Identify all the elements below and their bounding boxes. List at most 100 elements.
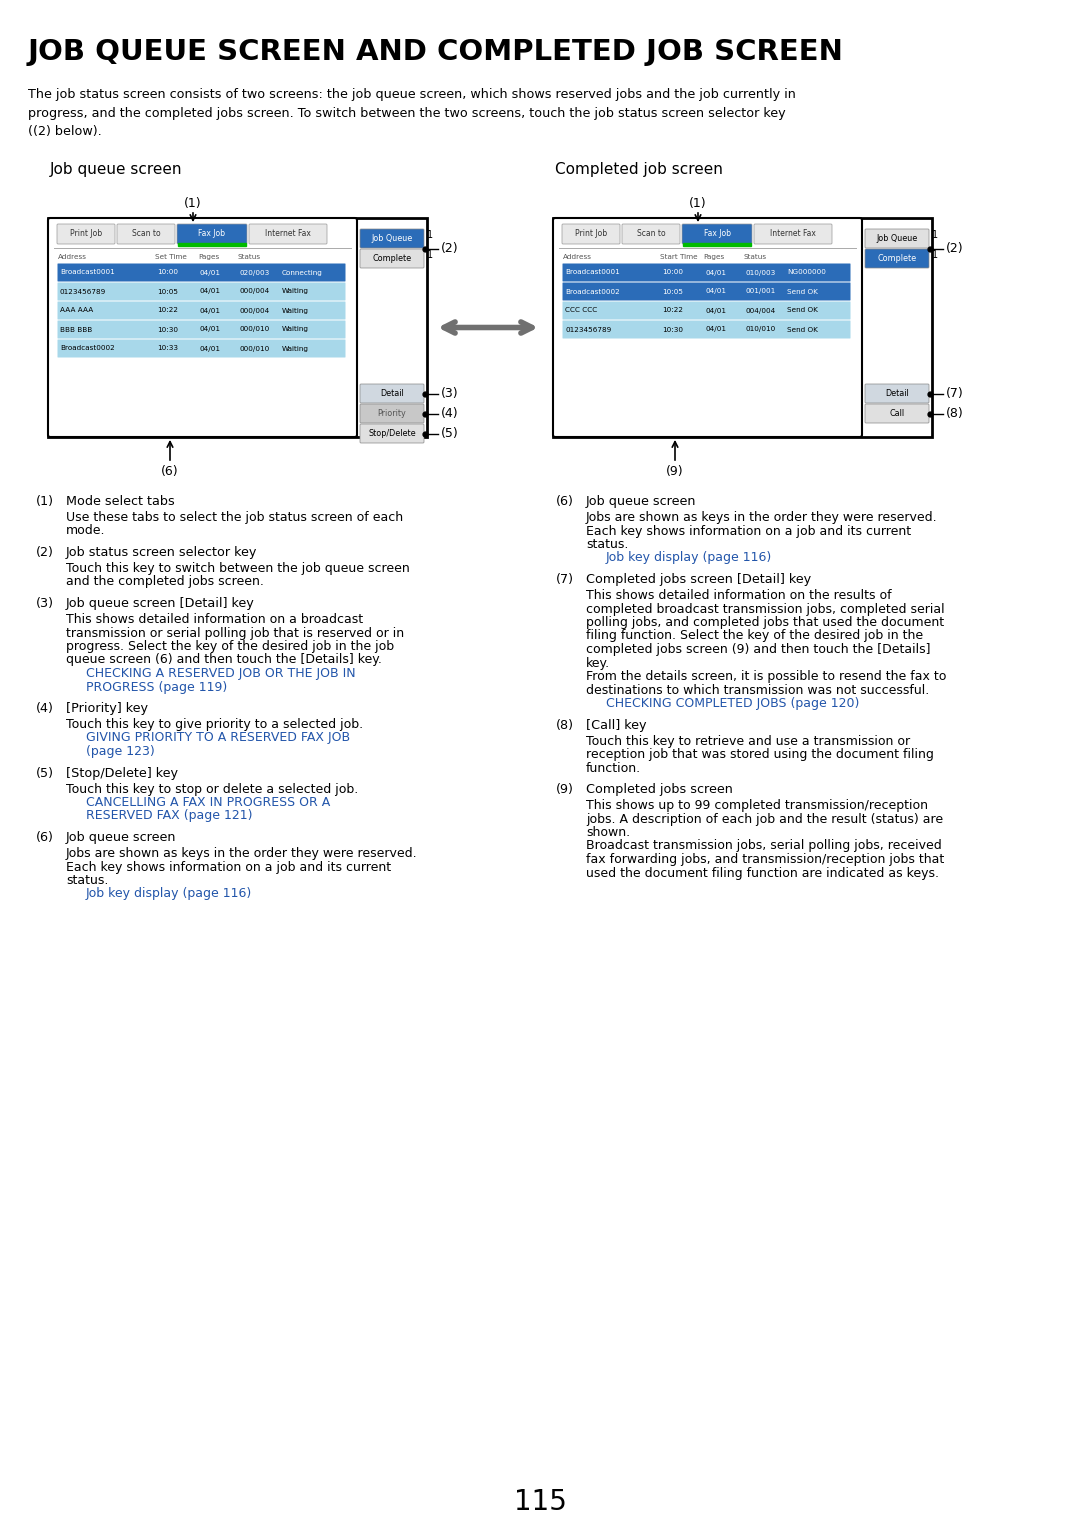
Text: transmission or serial polling job that is reserved or in: transmission or serial polling job that … (66, 626, 404, 640)
FancyBboxPatch shape (48, 219, 357, 437)
Text: (1): (1) (36, 495, 54, 507)
Text: Complete: Complete (373, 254, 411, 263)
Text: 004/004: 004/004 (745, 307, 775, 313)
Text: reception job that was stored using the document filing: reception job that was stored using the … (586, 749, 934, 761)
Text: Jobs are shown as keys in the order they were reserved.: Jobs are shown as keys in the order they… (586, 510, 937, 524)
Text: Stop/Delete: Stop/Delete (368, 429, 416, 439)
Text: Internet Fax: Internet Fax (770, 229, 815, 238)
Text: 04/01: 04/01 (705, 307, 726, 313)
Text: Scan to: Scan to (132, 229, 160, 238)
Text: 0123456789: 0123456789 (565, 327, 611, 333)
Text: Job Queue: Job Queue (876, 234, 918, 243)
FancyBboxPatch shape (865, 403, 929, 423)
FancyBboxPatch shape (865, 229, 929, 248)
Text: (2): (2) (36, 545, 54, 559)
Text: (7): (7) (946, 387, 963, 400)
Text: CANCELLING A FAX IN PROGRESS OR A: CANCELLING A FAX IN PROGRESS OR A (86, 796, 330, 808)
Text: Job status screen selector key: Job status screen selector key (66, 545, 257, 559)
FancyBboxPatch shape (563, 301, 851, 319)
Text: (4): (4) (36, 701, 54, 715)
Text: Touch this key to stop or delete a selected job.: Touch this key to stop or delete a selec… (66, 782, 359, 796)
Text: completed broadcast transmission jobs, completed serial: completed broadcast transmission jobs, c… (586, 602, 945, 616)
Text: Pages: Pages (703, 254, 725, 260)
Text: (page 123): (page 123) (86, 746, 154, 758)
Text: PROGRESS (page 119): PROGRESS (page 119) (86, 680, 227, 694)
Text: Send OK: Send OK (787, 327, 818, 333)
Text: Touch this key to give priority to a selected job.: Touch this key to give priority to a sel… (66, 718, 363, 730)
Text: Broadcast0001: Broadcast0001 (565, 269, 620, 275)
Text: Job queue screen: Job queue screen (66, 831, 176, 843)
Text: 001/001: 001/001 (745, 289, 775, 295)
Text: Completed jobs screen [Detail] key: Completed jobs screen [Detail] key (586, 573, 811, 587)
FancyBboxPatch shape (57, 339, 346, 358)
Text: CHECKING A RESERVED JOB OR THE JOB IN: CHECKING A RESERVED JOB OR THE JOB IN (86, 668, 355, 680)
FancyBboxPatch shape (754, 225, 832, 244)
Text: (8): (8) (946, 406, 963, 420)
Text: Job queue screen [Detail] key: Job queue screen [Detail] key (66, 597, 255, 610)
Text: Waiting: Waiting (282, 307, 309, 313)
Text: Connecting: Connecting (282, 269, 323, 275)
Text: (6): (6) (36, 831, 54, 843)
Text: Status: Status (238, 254, 261, 260)
Text: filing function. Select the key of the desired job in the: filing function. Select the key of the d… (586, 630, 923, 642)
Text: 04/01: 04/01 (200, 269, 221, 275)
Text: 1: 1 (932, 229, 939, 240)
Text: 010/010: 010/010 (745, 327, 775, 333)
Text: mode.: mode. (66, 524, 106, 538)
Text: 000/004: 000/004 (240, 289, 270, 295)
Text: Broadcast0001: Broadcast0001 (60, 269, 114, 275)
Text: (4): (4) (441, 406, 459, 420)
Text: The job status screen consists of two screens: the job queue screen, which shows: The job status screen consists of two sc… (28, 89, 796, 138)
Text: Internet Fax: Internet Fax (265, 229, 311, 238)
Text: (8): (8) (556, 718, 573, 732)
Text: Print Job: Print Job (575, 229, 607, 238)
Text: Set Time: Set Time (156, 254, 187, 260)
Text: Jobs are shown as keys in the order they were reserved.: Jobs are shown as keys in the order they… (66, 847, 418, 860)
Text: AAA AAA: AAA AAA (60, 307, 93, 313)
Bar (178, 243, 246, 246)
Text: Status: Status (743, 254, 766, 260)
Text: NG000000: NG000000 (787, 269, 826, 275)
Text: queue screen (6) and then touch the [Details] key.: queue screen (6) and then touch the [Det… (66, 654, 382, 666)
Text: Touch this key to retrieve and use a transmission or: Touch this key to retrieve and use a tra… (586, 735, 910, 747)
Text: Address: Address (563, 254, 592, 260)
Text: 10:05: 10:05 (662, 289, 683, 295)
Text: 0123456789: 0123456789 (60, 289, 106, 295)
Text: Address: Address (58, 254, 87, 260)
FancyBboxPatch shape (360, 423, 424, 443)
Text: 000/004: 000/004 (240, 307, 270, 313)
Text: [Priority] key: [Priority] key (66, 701, 148, 715)
Text: (3): (3) (36, 597, 54, 610)
FancyBboxPatch shape (117, 225, 175, 244)
FancyBboxPatch shape (177, 225, 247, 244)
Bar (683, 243, 751, 246)
Text: shown.: shown. (586, 827, 630, 839)
Text: 10:00: 10:00 (157, 269, 178, 275)
Text: 1: 1 (932, 249, 939, 260)
Text: Broadcast transmission jobs, serial polling jobs, received: Broadcast transmission jobs, serial poll… (586, 839, 942, 853)
Text: RESERVED FAX (page 121): RESERVED FAX (page 121) (86, 810, 253, 822)
Text: Use these tabs to select the job status screen of each: Use these tabs to select the job status … (66, 510, 403, 524)
Text: (2): (2) (946, 241, 963, 255)
Text: Print Job: Print Job (70, 229, 103, 238)
Text: Send OK: Send OK (787, 289, 818, 295)
Text: status.: status. (586, 538, 629, 552)
Text: key.: key. (586, 657, 610, 669)
Text: Detail: Detail (886, 390, 909, 397)
Text: 04/01: 04/01 (200, 289, 221, 295)
Text: 1: 1 (427, 229, 433, 240)
Text: (1): (1) (185, 197, 202, 209)
Text: 1: 1 (427, 249, 433, 260)
Text: 04/01: 04/01 (200, 327, 221, 333)
FancyBboxPatch shape (57, 263, 346, 281)
Text: Completed jobs screen: Completed jobs screen (586, 782, 733, 796)
Text: 04/01: 04/01 (200, 307, 221, 313)
Bar (48, 219, 427, 437)
Text: progress. Select the key of the desired job in the job: progress. Select the key of the desired … (66, 640, 394, 652)
Text: 000/010: 000/010 (240, 345, 270, 351)
Text: Fax Job: Fax Job (703, 229, 730, 238)
Text: Call: Call (890, 410, 905, 419)
Text: Pages: Pages (198, 254, 219, 260)
Text: 04/01: 04/01 (705, 289, 726, 295)
Text: Each key shows information on a job and its current: Each key shows information on a job and … (66, 860, 391, 874)
